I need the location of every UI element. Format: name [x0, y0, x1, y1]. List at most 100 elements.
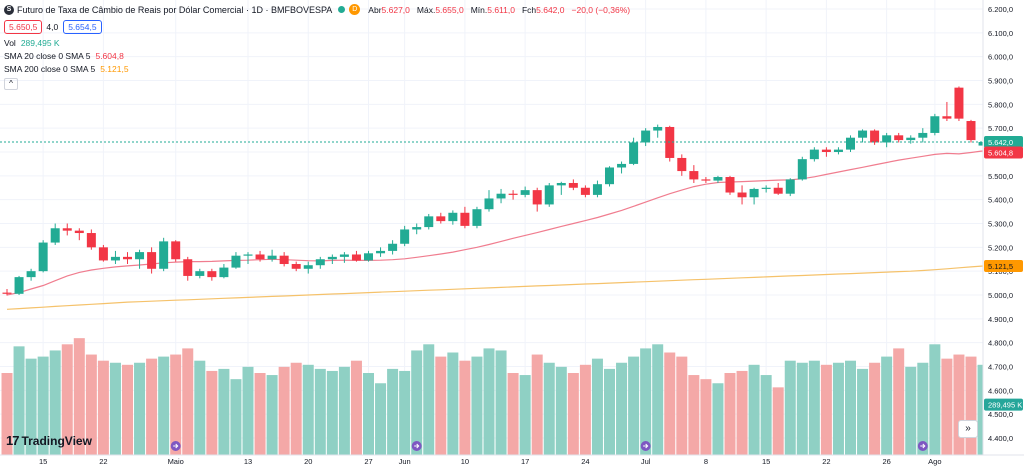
- volume-bar: [25, 358, 37, 455]
- ohlc-change: −20,0 (−0,36%): [571, 4, 631, 15]
- candle-body: [26, 271, 36, 278]
- sma200-badge-bg: [984, 260, 1023, 273]
- event-markers[interactable]: [170, 441, 928, 451]
- time-axis[interactable]: 15 22 Maio 13 20 27 Jun 10 17 24 Jul 8 15 22 26 Ago: [0, 454, 1024, 466]
- sma200-badge: 5.121,5: [988, 262, 1013, 271]
- candle-body: [327, 256, 337, 260]
- volume-bar: [628, 356, 640, 455]
- time-tick-label: 22: [822, 457, 830, 466]
- volume-bar: [652, 344, 664, 455]
- tradingview-mark-icon: 17: [6, 433, 20, 448]
- volume-bar: [748, 364, 760, 455]
- volume-bar: [314, 368, 326, 455]
- sma20-indicator-row[interactable]: SMA 20 close 0 SMA 5 5.604,8: [4, 49, 637, 62]
- volume-indicator-row[interactable]: Vol 289,495 K: [4, 36, 637, 49]
- candle-body: [219, 267, 229, 278]
- candle-body: [496, 193, 506, 199]
- candle-body: [568, 182, 578, 188]
- event-marker-arrow: [920, 443, 926, 449]
- candle-body: [243, 254, 253, 256]
- time-tick-label: 13: [244, 457, 252, 466]
- volume-bar: [85, 354, 97, 455]
- ohlc-high: Máx.5.655,0: [416, 4, 464, 15]
- volume-bar: [350, 360, 362, 455]
- interval-badge[interactable]: D: [349, 4, 361, 15]
- sma200-value: 5.121,5: [100, 63, 129, 74]
- buy-button[interactable]: 5.654,5: [63, 19, 102, 34]
- tradingview-logo[interactable]: 17 TradingView: [6, 433, 92, 448]
- volume-bar: [676, 356, 688, 455]
- collapse-legend-button[interactable]: ^: [4, 77, 18, 90]
- volume-bar: [447, 352, 459, 455]
- last-price-badge-bg: [984, 135, 1023, 148]
- candle-body: [98, 247, 108, 261]
- ohlc-close: Fch5.642,0: [521, 4, 565, 15]
- volume-bars: [1, 338, 989, 455]
- event-marker-arrow: [173, 443, 179, 449]
- candle-body: [159, 241, 169, 269]
- candle-body: [870, 130, 880, 143]
- volume-bar: [61, 344, 73, 455]
- volume-bar: [495, 350, 507, 455]
- volume-bar: [688, 375, 700, 455]
- candle-body: [472, 209, 482, 226]
- volume-bar: [278, 366, 290, 455]
- volume-label: Vol: [4, 37, 16, 48]
- volume-bar: [941, 358, 953, 455]
- candle-body: [38, 242, 48, 272]
- volume-bar: [579, 364, 591, 455]
- volume-badge-bg: [984, 398, 1023, 411]
- volume-bar: [820, 364, 832, 455]
- volume-bar: [459, 360, 471, 455]
- candle-body: [725, 177, 735, 193]
- ohlc-low: Mín.5.611,0: [470, 4, 515, 15]
- volume-bar: [73, 338, 85, 455]
- price-tick-label: 4.500,0: [988, 410, 1013, 419]
- volume-bar: [555, 366, 567, 455]
- volume-bar: [230, 379, 242, 455]
- volume-bar: [242, 366, 254, 455]
- volume-bar: [531, 354, 543, 455]
- candle-body: [930, 116, 940, 133]
- volume-badge: 289,495 K: [988, 401, 1022, 410]
- sell-button[interactable]: 5.650,5: [4, 19, 43, 34]
- candle-body: [713, 177, 723, 181]
- time-tick-label: 15: [39, 457, 47, 466]
- time-tick-label: Ago: [928, 457, 941, 466]
- price-axis[interactable]: 6.200,0 6.100,0 6.000,0 5.900,0 5.800,0 5.700…: [982, 0, 1024, 466]
- market-status-icon[interactable]: [338, 6, 346, 13]
- time-tick-label: Jul: [641, 457, 651, 466]
- candle-body: [351, 254, 361, 261]
- volume-bar: [170, 354, 182, 455]
- candle-body: [592, 184, 602, 195]
- candle-body: [135, 252, 145, 260]
- scroll-to-realtime-button[interactable]: »: [958, 420, 978, 438]
- symbol-title[interactable]: Futuro de Taxa de Câmbio de Reais por Dó…: [17, 4, 333, 15]
- symbol-logo-icon: S: [4, 4, 14, 15]
- sma200-indicator-row[interactable]: SMA 200 close 0 SMA 5 5.121,5: [4, 62, 637, 75]
- candle-body: [436, 216, 446, 222]
- candle-body: [809, 149, 819, 160]
- collapse-row: ^: [4, 77, 637, 90]
- time-tick-label: 20: [304, 457, 312, 466]
- price-tick-label: 5.800,0: [988, 100, 1013, 109]
- candle-body: [364, 253, 373, 261]
- sma20-path: [6, 150, 984, 296]
- volume-bar: [435, 356, 447, 455]
- candle-body: [797, 159, 807, 180]
- volume-bar: [49, 350, 61, 455]
- candle-body: [123, 256, 132, 260]
- volume-bar: [507, 373, 519, 455]
- time-tick-label: 22: [99, 457, 107, 466]
- candle-body: [689, 171, 699, 180]
- volume-bar: [869, 362, 881, 455]
- price-axis-bg: [983, 0, 1024, 466]
- time-tick-label: 8: [704, 457, 708, 466]
- candle-body: [2, 292, 12, 294]
- price-tick-label: 5.300,0: [988, 220, 1013, 229]
- time-tick-label: Maio: [168, 457, 184, 466]
- candle-body: [846, 137, 855, 150]
- spread-value: 4,0: [46, 21, 59, 32]
- volume-bar: [158, 356, 170, 455]
